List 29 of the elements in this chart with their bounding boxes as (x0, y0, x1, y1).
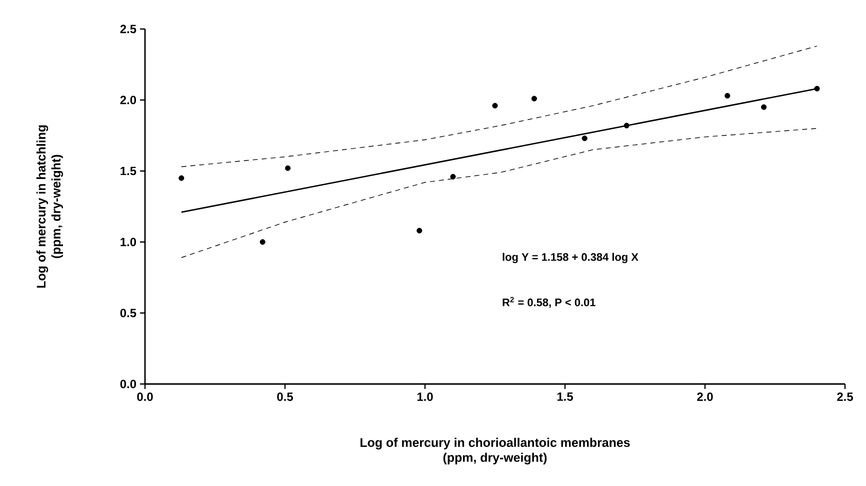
y-tick-label: 0.0 (120, 380, 136, 388)
x-tick-label: 2.0 (697, 392, 713, 401)
point (582, 136, 588, 142)
point (416, 228, 422, 234)
y-axis-title: Log of mercury in hatchling (ppm, dry-weight) (36, 125, 64, 288)
point (260, 239, 266, 245)
x-tick-label: 2.5 (837, 392, 853, 401)
point (492, 102, 498, 108)
line-series (181, 46, 818, 168)
y-tick-label: 2.5 (120, 24, 136, 34)
x-tick-label: 1.5 (557, 392, 573, 401)
point (285, 165, 291, 171)
y-tick-label: 2.0 (120, 96, 136, 104)
annotation: R$^{2}$ = 0.58, P < 0.01 (502, 296, 596, 308)
annotation: log Y = 1.158 + 0.384 log X (502, 252, 638, 264)
point (531, 96, 537, 102)
point (450, 174, 456, 180)
point (761, 104, 767, 110)
y-tick-label: 0.5 (120, 308, 136, 318)
x-tick-label: 0.5 (277, 392, 293, 401)
y-tick-label: 1.5 (120, 166, 136, 176)
point (814, 86, 820, 92)
x-tick-label: 0.0 (137, 392, 153, 401)
point (724, 92, 730, 99)
point (624, 122, 630, 128)
x-tick-label: 1.0 (417, 392, 433, 401)
y-tick-label: 1.0 (120, 238, 136, 246)
x-axis-title: Log of mercury in chorioallantoic membranes (ppm, dry-weight) (360, 438, 630, 464)
point (178, 175, 184, 181)
